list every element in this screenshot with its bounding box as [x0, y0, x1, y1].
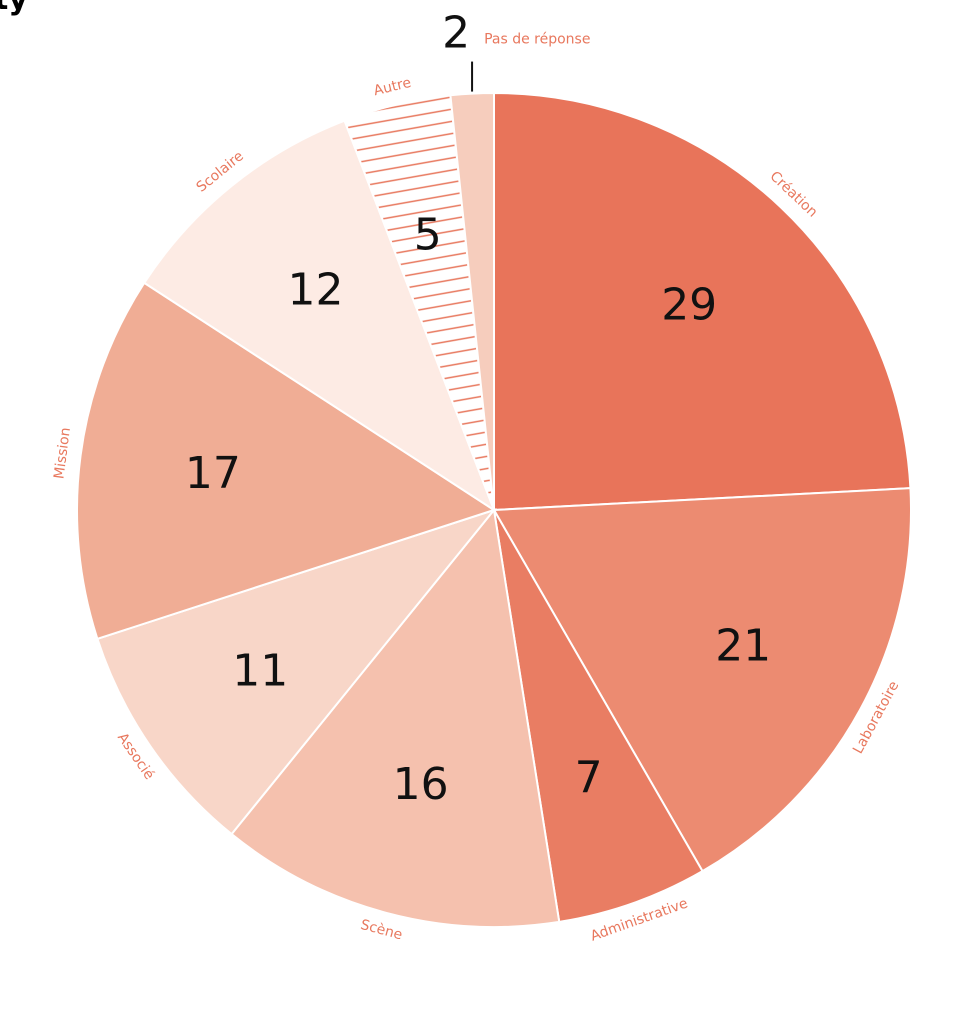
pie-slice-scolaire — [142, 119, 497, 513]
pie-value-labels: 29 21 7 16 11 17 12 5 2 — [185, 8, 771, 810]
value-label-mission: 17 — [185, 448, 241, 499]
pie-slice-creation — [493, 91, 912, 512]
pie-slice-scene — [230, 507, 561, 928]
value-label-creation: 29 — [661, 279, 717, 330]
pie-slices — [76, 91, 912, 928]
category-label-scene: Scène — [359, 917, 404, 944]
category-label-autre: Autre — [372, 75, 413, 99]
value-label-associe: 11 — [232, 646, 288, 697]
category-label-pas-de-reponse: Pas de réponse — [484, 32, 590, 48]
value-label-laboratoire: 21 — [715, 620, 771, 671]
pie-slice-laboratoire — [492, 487, 912, 873]
pie-slice-pas-de-reponse — [449, 91, 495, 511]
value-label-scolaire: 12 — [288, 265, 344, 316]
value-label-scene: 16 — [393, 759, 449, 810]
heading-fragment: ty — [0, 0, 28, 17]
pie-slice-administrative — [493, 509, 704, 924]
category-label-mission: Mission — [51, 426, 74, 480]
value-label-pas-de-reponse: 2 — [442, 8, 470, 59]
value-label-autre: 5 — [414, 209, 442, 260]
value-label-administrative: 7 — [575, 752, 603, 803]
pie-slice-associe — [96, 508, 497, 836]
pie-slice-mission — [76, 281, 497, 641]
